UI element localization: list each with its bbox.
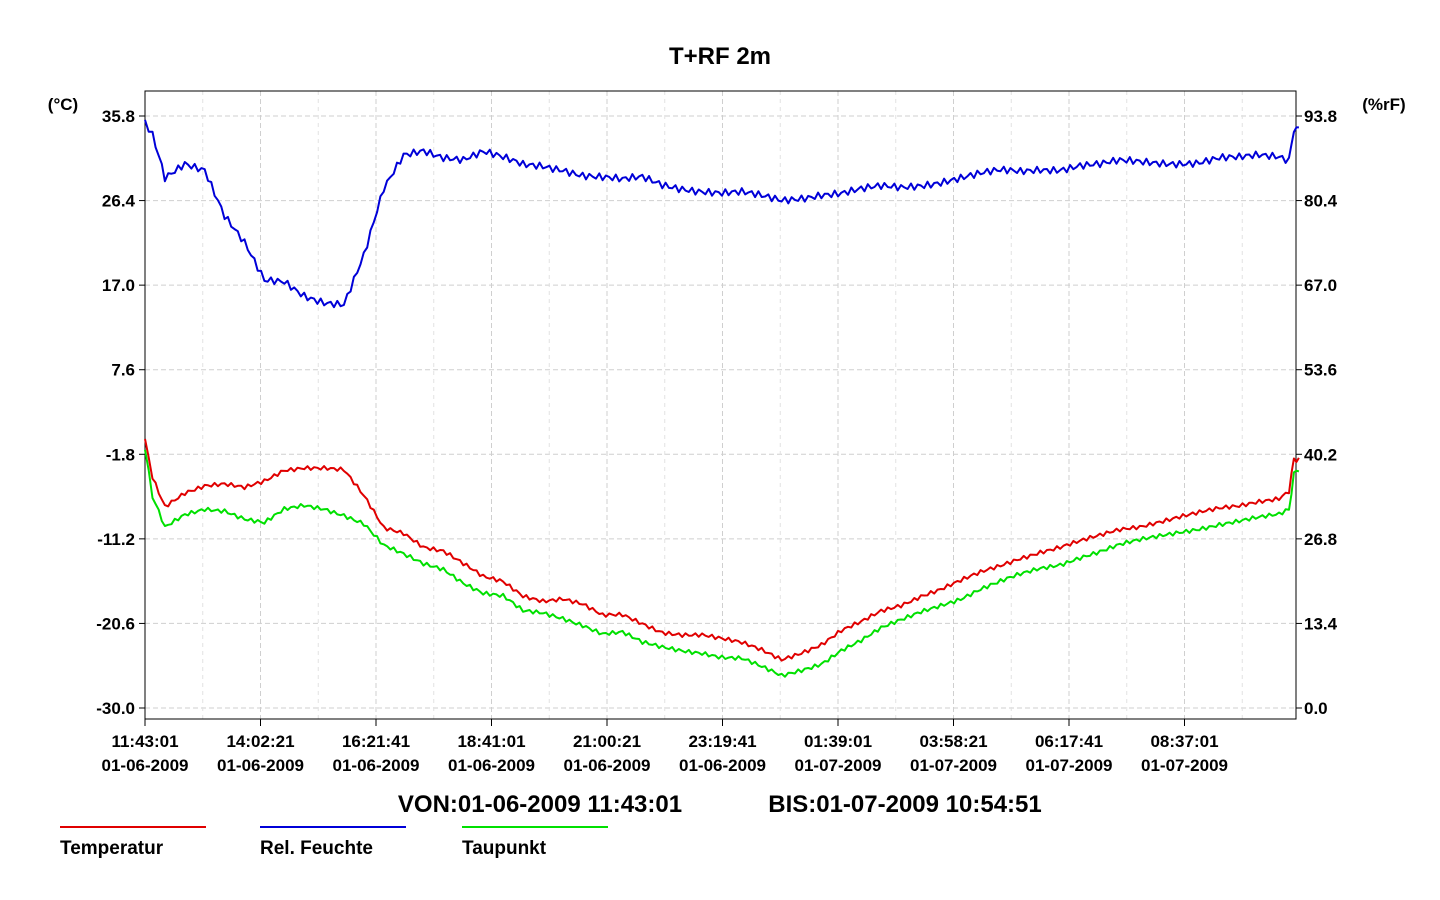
plot-area-frame bbox=[144, 90, 1297, 720]
x-tick-time: 14:02:21 bbox=[226, 732, 294, 751]
x-tick-time: 16:21:41 bbox=[342, 732, 410, 751]
left-tick-label: 17.0 bbox=[102, 276, 135, 295]
x-tick-date: 01-06-2009 bbox=[679, 756, 766, 775]
right-tick-label: 80.4 bbox=[1304, 192, 1338, 211]
right-tick-label: 40.2 bbox=[1304, 445, 1337, 464]
right-tick-label: 26.8 bbox=[1304, 530, 1337, 549]
x-tick-time: 03:58:21 bbox=[919, 732, 987, 751]
right-tick-label: 53.6 bbox=[1304, 361, 1337, 380]
left-tick-label: 7.6 bbox=[111, 361, 135, 380]
left-tick-label: -30.0 bbox=[96, 699, 135, 718]
chart-title: T+RF 2m bbox=[669, 43, 771, 70]
right-axis-unit-label: (%rF) bbox=[1362, 95, 1405, 114]
x-tick-time: 01:39:01 bbox=[804, 732, 872, 751]
left-tick-label: 26.4 bbox=[102, 192, 136, 211]
x-tick-time: 18:41:01 bbox=[457, 732, 525, 751]
x-tick-date: 01-07-2009 bbox=[1141, 756, 1228, 775]
x-tick-date: 01-06-2009 bbox=[564, 756, 651, 775]
right-tick-label: 93.8 bbox=[1304, 107, 1337, 126]
x-tick-date: 01-07-2009 bbox=[795, 756, 882, 775]
x-tick-time: 11:43:01 bbox=[111, 732, 178, 751]
x-tick-time: 08:37:01 bbox=[1150, 732, 1218, 751]
x-tick-time: 23:19:41 bbox=[688, 732, 756, 751]
range-from-label: VON:01-06-2009 11:43:01 bbox=[398, 791, 682, 818]
x-tick-time: 21:00:21 bbox=[573, 732, 641, 751]
legend: Temperatur Rel. Feuchte Taupunkt bbox=[60, 826, 608, 859]
x-axis-ticks: 11:43:01 01-06-2009 14:02:21 01-06-2009 16:2… bbox=[102, 719, 1228, 775]
legend-label: Temperatur bbox=[60, 838, 164, 859]
left-axis-ticks: 35.8 26.4 17.0 7.6 -1.8 -11.2 -20.6 -30.0 bbox=[96, 107, 145, 718]
range-to-label: BIS:01-07-2009 10:54:51 bbox=[768, 791, 1042, 818]
x-tick-date: 01-06-2009 bbox=[217, 756, 304, 775]
right-tick-label: 67.0 bbox=[1304, 276, 1337, 295]
right-tick-label: 0.0 bbox=[1304, 699, 1328, 718]
left-axis-unit-label: (°C) bbox=[48, 95, 78, 114]
x-tick-date: 01-06-2009 bbox=[448, 756, 535, 775]
x-tick-date: 01-07-2009 bbox=[1026, 756, 1113, 775]
x-tick-date: 01-07-2009 bbox=[910, 756, 997, 775]
x-tick-date: 01-06-2009 bbox=[102, 756, 189, 775]
series-layer bbox=[144, 119, 1300, 678]
left-tick-label: -11.2 bbox=[97, 530, 135, 549]
legend-label: Taupunkt bbox=[462, 838, 547, 859]
right-axis-ticks: 93.8 80.4 67.0 53.6 40.2 26.8 13.4 0.0 bbox=[1296, 107, 1338, 718]
series-line-temperatur bbox=[144, 438, 1300, 662]
x-tick-time: 06:17:41 bbox=[1035, 732, 1103, 751]
legend-label: Rel. Feuchte bbox=[260, 838, 373, 859]
left-tick-label: 35.8 bbox=[102, 107, 135, 126]
series-line-rel-feuchte bbox=[144, 119, 1299, 309]
left-tick-label: -1.8 bbox=[106, 445, 135, 464]
x-tick-date: 01-06-2009 bbox=[333, 756, 420, 775]
grid-lines bbox=[145, 91, 1296, 719]
left-tick-label: -20.6 bbox=[96, 614, 135, 633]
right-tick-label: 13.4 bbox=[1304, 614, 1338, 633]
series-line-taupunkt bbox=[144, 449, 1300, 678]
